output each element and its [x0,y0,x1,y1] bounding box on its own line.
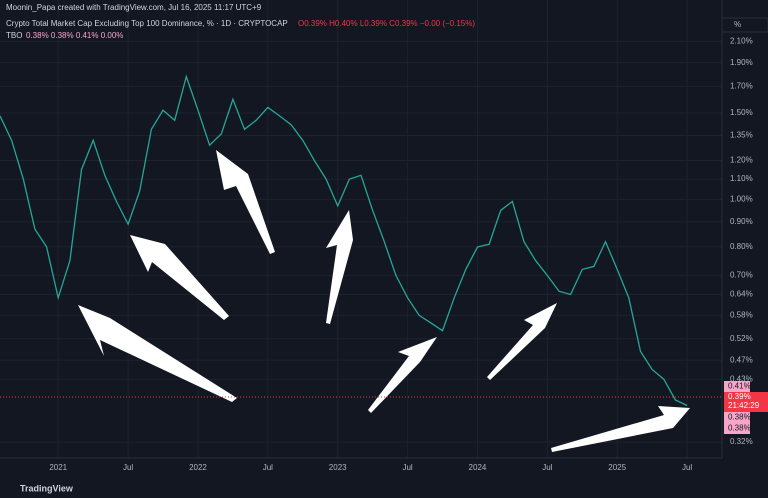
y-tick-label: 1.35% [730,131,753,140]
ohlc: O0.39% H0.40% L0.39% C0.39% −0.00 (−0.15… [298,19,475,28]
price-tag-label: 0.38% [728,413,751,422]
x-tick-label: Jul [682,463,692,472]
chart-title: Crypto Total Market Cap Excluding Top 10… [6,19,288,28]
indicator-name: TBO [6,31,22,40]
arrow [487,303,557,380]
arrow [130,235,229,320]
annotation-arrows [78,150,690,452]
x-tick-label: 2023 [329,463,347,472]
y-tick-label: 2.10% [730,36,753,45]
price-line [0,74,688,407]
arrow [78,305,237,402]
y-tick-label: 0.64% [730,290,753,299]
x-tick-label: Jul [123,463,133,472]
y-tick-label: 0.70% [730,270,753,279]
arrow [551,406,690,452]
indicator-values: 0.38% 0.38% 0.41% 0.00% [26,31,123,40]
countdown: 21:42:29 [728,401,760,410]
y-tick-label: 1.50% [730,108,753,117]
arrow [216,150,275,254]
y-tick-label: 0.32% [730,437,753,446]
price-tag [724,392,768,412]
x-tick-label: 2025 [608,463,626,472]
credit: Moonin_Papa created with TradingView.com… [6,3,262,12]
y-tick-label: 0.58% [730,311,753,320]
x-tick-label: 2022 [189,463,207,472]
price-tag-label: 0.41% [728,382,751,391]
axis-unit: % [734,20,741,29]
y-tick-label: 0.47% [730,355,753,364]
price-tag [724,412,750,423]
price-tag-label: 0.39% [728,392,751,401]
y-tick-label: 1.20% [730,156,753,165]
y-tick-label: 0.90% [730,217,753,226]
arrow [326,210,353,324]
price-tag [724,381,750,392]
y-tick-label: 1.90% [730,58,753,67]
arrow [368,337,437,413]
price-tag [724,423,750,434]
x-tick-label: Jul [263,463,273,472]
y-tick-label: 0.52% [730,334,753,343]
x-tick-label: Jul [542,463,552,472]
footer [0,478,768,498]
y-tick-label: 0.80% [730,242,753,251]
price-tag-label: 0.38% [728,424,751,433]
y-tick-label: 1.70% [730,81,753,90]
plot [0,74,688,407]
x-tick-label: Jul [402,463,412,472]
unit-box [721,17,768,33]
y-tick-label: 1.10% [730,174,753,183]
y-tick-label: 1.00% [730,195,753,204]
y-tick-label: 0.43% [730,374,753,383]
x-tick-label: 2024 [469,463,487,472]
x-tick-label: 2021 [49,463,67,472]
logo: TradingView [20,483,74,493]
